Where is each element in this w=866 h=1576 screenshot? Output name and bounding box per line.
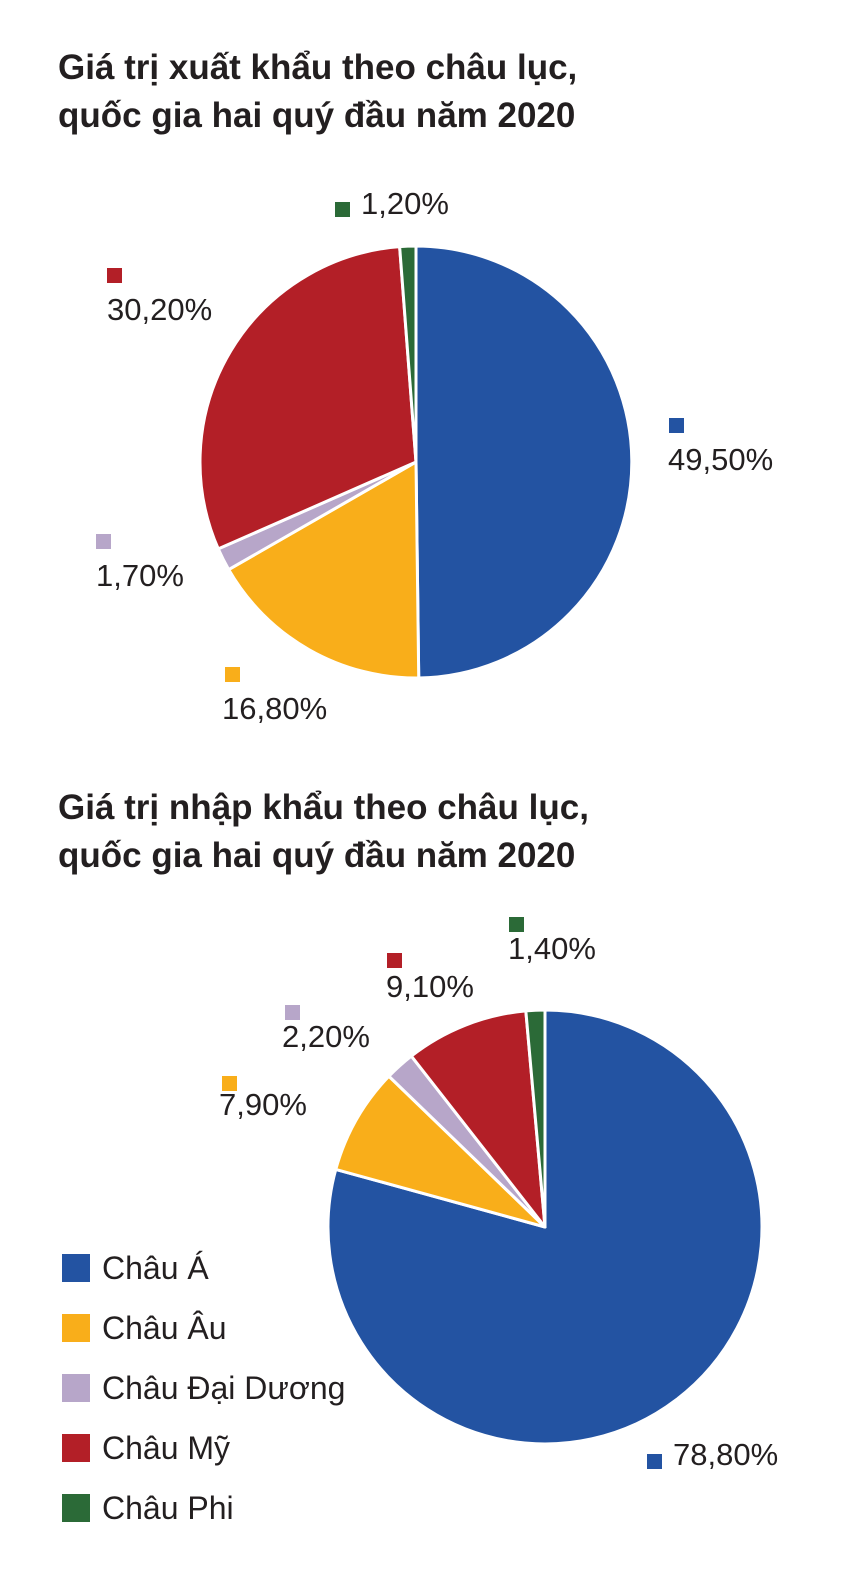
pie-slice-america xyxy=(198,245,418,551)
label-marker-europe xyxy=(222,1076,237,1091)
import-pie-chart: 78,80% 7,90% 2,20% 9,10% 1,40% xyxy=(219,917,778,1472)
legend-label: Châu Mỹ xyxy=(102,1429,231,1466)
export-chart-title: Giá trị xuất khẩu theo châu lục, quốc gi… xyxy=(58,44,577,140)
data-label-europe: 7,90% xyxy=(219,1087,307,1122)
label-marker-africa xyxy=(335,202,350,217)
legend-swatch xyxy=(62,1314,90,1342)
legend-label: Châu Á xyxy=(102,1249,209,1286)
data-label-america: 9,10% xyxy=(386,969,474,1004)
label-marker-africa xyxy=(509,917,524,932)
data-label-asia: 78,80% xyxy=(673,1437,778,1472)
import-chart-title-line-2: quốc gia hai quý đầu năm 2020 xyxy=(58,836,576,875)
legend-item-asia: Châu Á xyxy=(62,1238,345,1298)
data-label-america: 30,20% xyxy=(107,292,212,327)
import-chart-title: Giá trị nhập khẩu theo châu lục, quốc gi… xyxy=(58,784,589,880)
legend: Châu Á Châu Âu Châu Đại Dương Châu Mỹ Ch… xyxy=(62,1238,345,1538)
pie-slice-africa xyxy=(398,244,418,464)
data-label-africa: 1,20% xyxy=(361,186,449,221)
legend-item-america: Châu Mỹ xyxy=(62,1418,345,1478)
legend-label: Châu Âu xyxy=(102,1309,227,1346)
legend-label: Châu Phi xyxy=(102,1489,234,1526)
pie-slice-europe xyxy=(227,460,421,680)
legend-swatch xyxy=(62,1434,90,1462)
pie-slice-europe xyxy=(334,1074,547,1229)
label-marker-asia xyxy=(669,418,684,433)
pie-slice-africa xyxy=(524,1008,547,1229)
data-label-oceania: 1,70% xyxy=(96,558,184,593)
data-label-asia: 49,50% xyxy=(668,442,773,477)
export-chart-title-line-1: Giá trị xuất khẩu theo châu lục, xyxy=(58,48,578,87)
pie-slice-america xyxy=(409,1009,547,1229)
data-label-oceania: 2,20% xyxy=(282,1019,370,1054)
legend-swatch xyxy=(62,1494,90,1522)
data-label-africa: 1,40% xyxy=(508,931,596,966)
export-chart-title-line-2: quốc gia hai quý đầu năm 2020 xyxy=(58,96,576,135)
legend-swatch xyxy=(62,1374,90,1402)
legend-swatch xyxy=(62,1254,90,1282)
import-chart-title-line-1: Giá trị nhập khẩu theo châu lục, xyxy=(58,788,589,827)
label-marker-europe xyxy=(225,667,240,682)
pie-slice-asia xyxy=(414,244,634,680)
label-marker-oceania xyxy=(96,534,111,549)
legend-label: Châu Đại Dương xyxy=(102,1369,346,1406)
label-marker-america xyxy=(387,953,402,968)
label-marker-america xyxy=(107,268,122,283)
legend-item-oceania: Châu Đại Dương xyxy=(62,1358,345,1418)
legend-item-europe: Châu Âu xyxy=(62,1298,345,1358)
data-label-europe: 16,80% xyxy=(222,691,327,726)
export-pie-chart: 49,50% 16,80% 1,70% 30,20% 1,20% xyxy=(96,186,773,726)
label-marker-asia xyxy=(647,1454,662,1469)
label-marker-oceania xyxy=(285,1005,300,1020)
legend-item-africa: Châu Phi xyxy=(62,1478,345,1538)
